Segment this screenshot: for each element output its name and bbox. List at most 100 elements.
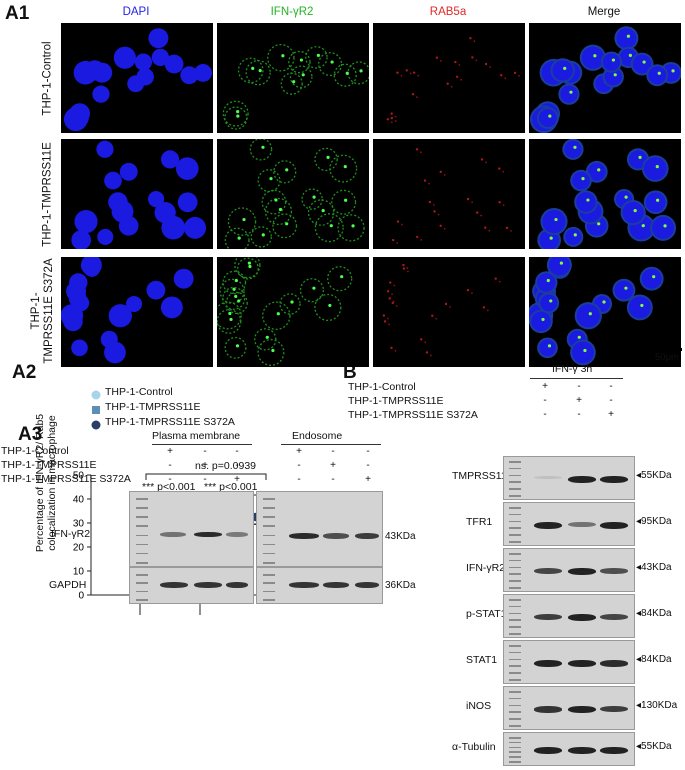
ladder-band <box>509 626 521 628</box>
a2-annotation-left: *** p<0.001 <box>142 481 196 493</box>
a3-sign: - <box>331 474 335 485</box>
blot-band <box>289 582 319 588</box>
ladder-band <box>509 737 521 739</box>
ladder-band <box>509 474 521 477</box>
b-size-label: ◂84KDa <box>636 654 672 665</box>
blot-band <box>534 747 562 754</box>
a3-size-43kda: 43KDa <box>385 531 416 542</box>
ladder-band <box>509 612 521 615</box>
ladder-band <box>509 619 521 621</box>
b-blot-6 <box>503 732 635 766</box>
a3-protein-ifngr2: IFN-γR2 <box>51 528 91 540</box>
ladder-band <box>263 590 275 593</box>
a3-sign: - <box>366 446 370 457</box>
a3-sign: - <box>235 460 239 471</box>
ladder-band <box>509 725 521 727</box>
a3-protein-gapdh: GAPDH <box>49 579 87 591</box>
ladder-band <box>136 574 148 576</box>
ladder-band <box>509 605 521 608</box>
blot-band <box>600 568 628 574</box>
blot-band <box>568 747 596 754</box>
micrograph-merge-row3 <box>529 257 681 367</box>
a3-sign: - <box>297 474 301 485</box>
a3-size-36kda: 36KDa <box>385 580 416 591</box>
b-sign: - <box>577 381 581 392</box>
a3-sign: - <box>297 460 301 471</box>
a3-blot-pm-ifngr2 <box>129 491 254 567</box>
ladder-band <box>263 507 275 509</box>
micrograph-ifngr2-row3 <box>217 257 369 367</box>
blot-band <box>568 660 596 667</box>
blot-band <box>160 532 186 537</box>
ladder-band <box>509 751 521 753</box>
a2-ytick-label: 0 <box>78 591 84 602</box>
b-size-label: ◂55KDa <box>636 741 672 752</box>
ladder-band <box>136 498 148 500</box>
b-size-label: ◂43KDa <box>636 562 672 573</box>
a2-ytick-label: 50 <box>73 471 85 482</box>
a3-group-line-pm <box>152 444 252 445</box>
a2-legend-s372a: THP-1-TMPRSS11E S372A <box>105 416 235 428</box>
micrograph-dapi-row1 <box>61 23 213 133</box>
ladder-band <box>509 711 521 713</box>
b-cond-tmprss11e: THP-1-TMPRSS11E <box>348 395 444 407</box>
a3-sign: - <box>235 446 239 457</box>
ladder-band <box>136 599 148 601</box>
ladder-band <box>263 516 275 518</box>
ladder-band <box>509 587 521 589</box>
blot-band <box>289 533 319 539</box>
a3-cond-control: THP-1-Control <box>1 445 69 457</box>
blot-band <box>323 533 349 539</box>
ladder-band <box>509 658 521 661</box>
blot-band <box>600 522 628 529</box>
a2-ytick-label: 40 <box>73 495 85 506</box>
a3-cond-s372a: THP-1-TMPRSS11E S372A <box>1 473 131 485</box>
a3-blot-pm-gapdh <box>129 567 254 604</box>
blot-band <box>355 582 379 588</box>
ladder-band <box>136 582 148 584</box>
micrograph-dapi-row3 <box>61 257 213 367</box>
micrograph-dapi-row2 <box>61 139 213 249</box>
b-blot-3 <box>503 594 635 638</box>
a3-sign: - <box>168 474 172 485</box>
ladder-band <box>136 534 148 537</box>
a3-blot-endo-gapdh <box>256 567 383 604</box>
a3-sign: - <box>203 474 207 485</box>
ladder-band <box>509 461 521 463</box>
ladder-band <box>509 580 521 582</box>
b-size-label: ◂84KDa <box>636 608 672 619</box>
a3-group-line-endo <box>281 444 381 445</box>
ladder-band <box>263 552 275 555</box>
b-blot-1 <box>503 502 635 546</box>
a3-sign: - <box>168 460 172 471</box>
ladder-band <box>509 559 521 562</box>
ladder-band <box>263 599 275 601</box>
blot-band <box>534 476 562 480</box>
b-sign: + <box>576 395 582 406</box>
ladder-band <box>136 562 148 564</box>
ladder-band <box>509 481 521 483</box>
scale-bar <box>658 348 682 351</box>
ladder-band <box>263 562 275 564</box>
b-size-label: ◂130KDa <box>636 700 678 711</box>
ladder-band <box>509 756 521 758</box>
ladder-band <box>509 541 521 543</box>
panel-label-a2: A2 <box>12 362 37 383</box>
ladder-band <box>263 534 275 537</box>
a2-annotation-right: *** p<0.001 <box>204 481 258 493</box>
panel-label-a3: A3 <box>18 424 43 445</box>
a2-ytick-label: 10 <box>73 567 85 578</box>
ladder-band <box>509 553 521 555</box>
micrograph-rab5a-row1 <box>373 23 525 133</box>
a2-legend-control: THP-1-Control <box>105 386 173 398</box>
row-label-s372a: THP-1- TMPRSS11E S372A <box>30 236 56 386</box>
b-size-label: ◂95KDa <box>636 516 672 527</box>
b-sign: - <box>609 395 613 406</box>
ladder-band <box>136 552 148 555</box>
blot-band <box>600 747 628 754</box>
blot-band <box>600 476 628 483</box>
a3-group-plasma-membrane: Plasma membrane <box>152 430 241 442</box>
ladder-band <box>509 679 521 681</box>
ladder-band <box>509 520 521 523</box>
blot-band <box>534 660 562 667</box>
